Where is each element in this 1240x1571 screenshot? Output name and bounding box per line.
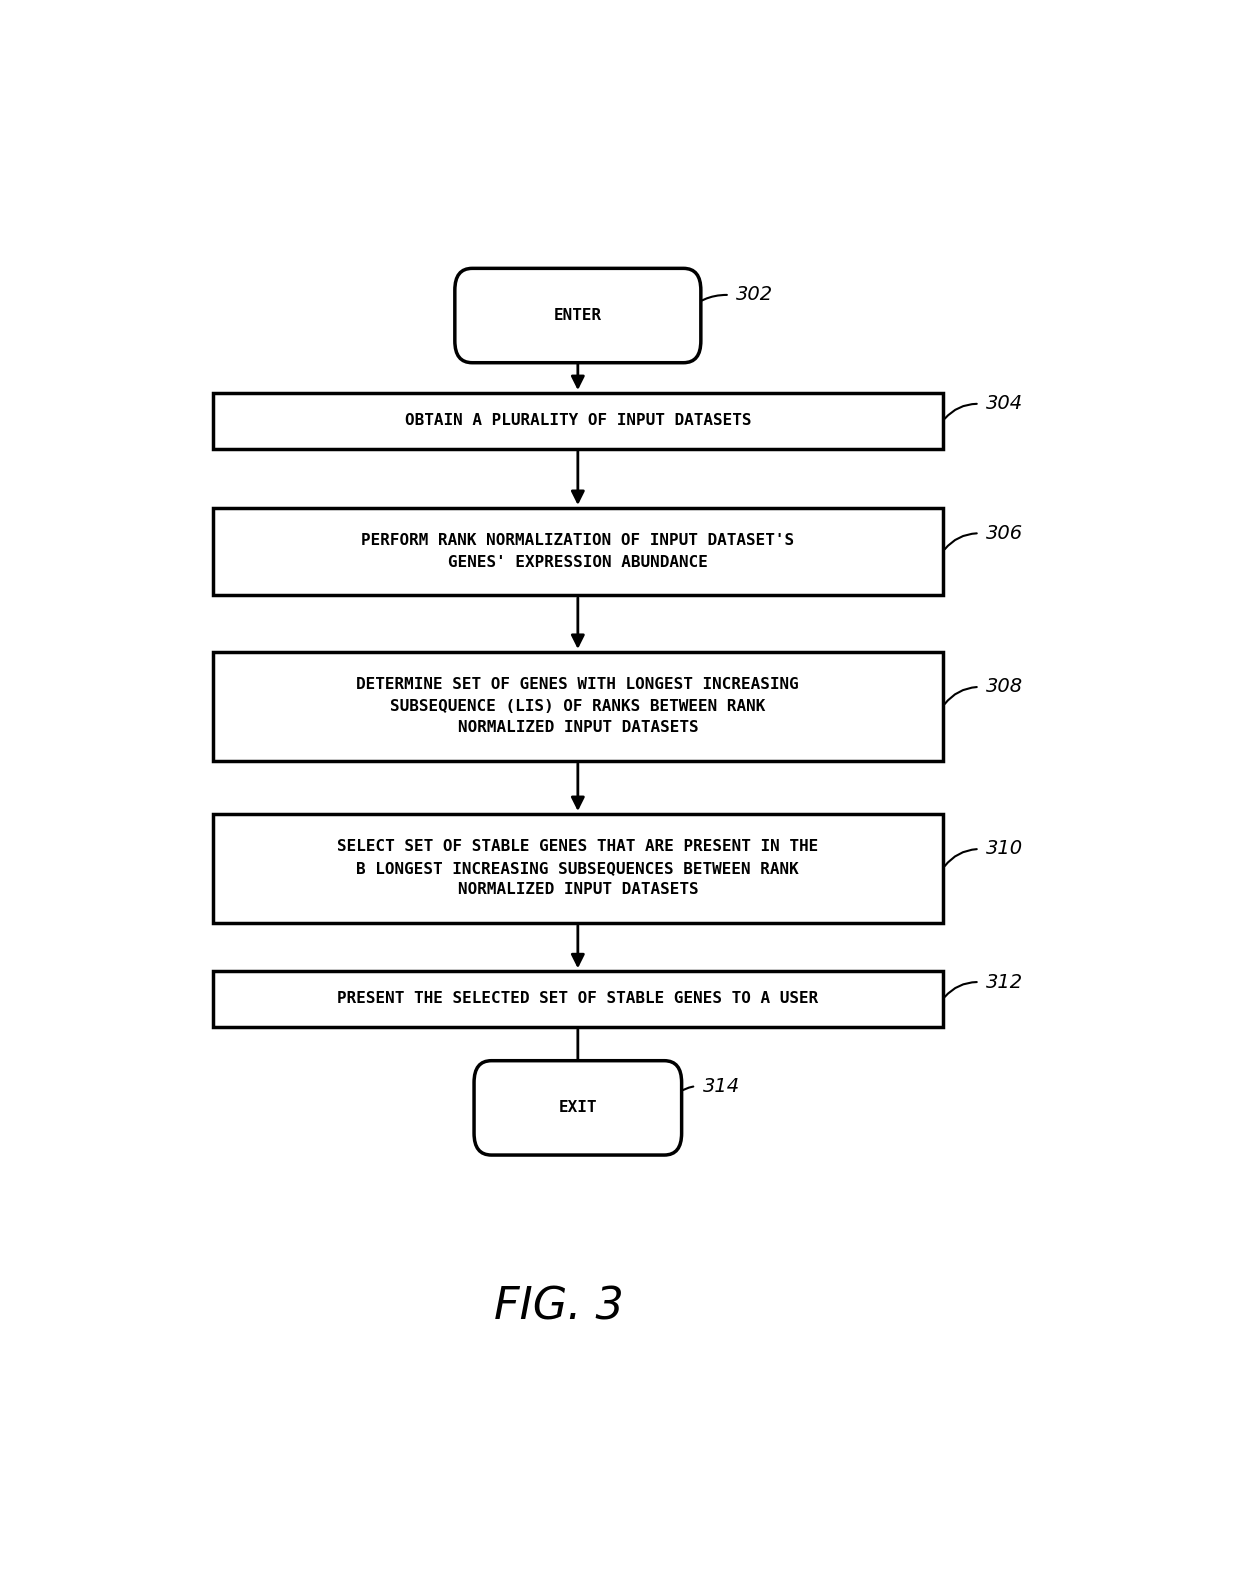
Text: 306: 306 xyxy=(986,523,1023,542)
Text: OBTAIN A PLURALITY OF INPUT DATASETS: OBTAIN A PLURALITY OF INPUT DATASETS xyxy=(404,413,751,429)
Text: PERFORM RANK NORMALIZATION OF INPUT DATASET'S
GENES' EXPRESSION ABUNDANCE: PERFORM RANK NORMALIZATION OF INPUT DATA… xyxy=(361,533,795,570)
Text: FIG. 3: FIG. 3 xyxy=(494,1287,624,1329)
Text: EXIT: EXIT xyxy=(558,1100,598,1115)
Bar xyxy=(213,393,942,449)
Bar xyxy=(213,507,942,595)
Text: 302: 302 xyxy=(737,286,774,305)
FancyBboxPatch shape xyxy=(474,1060,682,1155)
Text: DETERMINE SET OF GENES WITH LONGEST INCREASING
SUBSEQUENCE (LIS) OF RANKS BETWEE: DETERMINE SET OF GENES WITH LONGEST INCR… xyxy=(356,677,800,735)
Text: 310: 310 xyxy=(986,839,1023,858)
Text: 304: 304 xyxy=(986,394,1023,413)
Bar xyxy=(213,652,942,760)
Text: ENTER: ENTER xyxy=(554,308,601,324)
Text: 312: 312 xyxy=(986,972,1023,991)
FancyBboxPatch shape xyxy=(455,269,701,363)
Text: 314: 314 xyxy=(703,1076,740,1095)
Text: 308: 308 xyxy=(986,677,1023,696)
Text: SELECT SET OF STABLE GENES THAT ARE PRESENT IN THE
B LONGEST INCREASING SUBSEQUE: SELECT SET OF STABLE GENES THAT ARE PRES… xyxy=(337,839,818,897)
Text: PRESENT THE SELECTED SET OF STABLE GENES TO A USER: PRESENT THE SELECTED SET OF STABLE GENES… xyxy=(337,991,818,1007)
Bar xyxy=(213,971,942,1027)
Bar xyxy=(213,814,942,922)
